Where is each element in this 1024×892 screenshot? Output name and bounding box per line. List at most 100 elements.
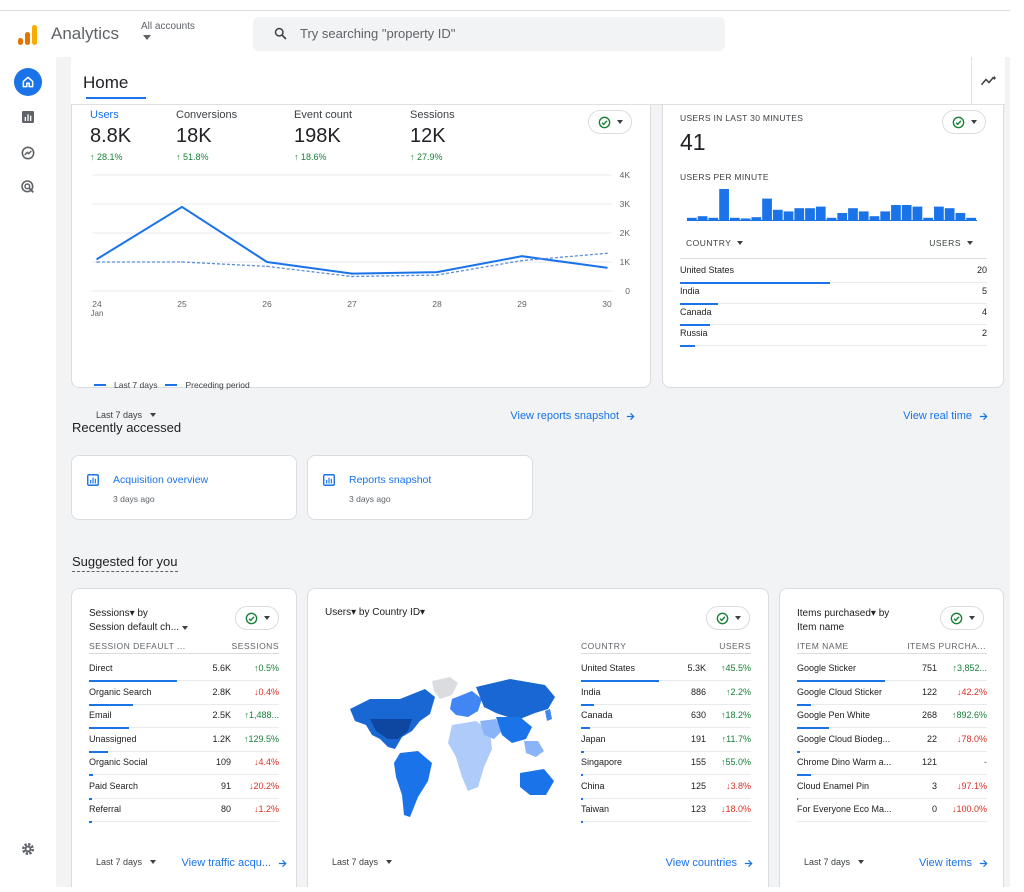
row-value: 191 [690,733,706,744]
link-label: View traffic acqu... [181,857,271,869]
realtime-row[interactable]: India 5 [680,283,987,305]
date-range-label: Last 7 days [96,410,143,420]
link-label: View items [919,857,972,869]
compare-button[interactable] [940,606,984,630]
left-nav-rail [0,57,56,887]
table-row[interactable]: Referral 80 ↓1.2% [89,798,279,823]
table-row[interactable]: United States 5.3K ↑45.5% [581,657,751,682]
minute-bar [912,206,923,221]
country-name: India [680,286,700,296]
minute-bar [848,208,858,221]
compare-button[interactable] [588,110,632,134]
table-row[interactable]: Chrome Dino Warm a... 121 - [797,751,987,776]
share-bar [797,727,829,729]
nav-admin[interactable] [14,835,42,863]
table-row[interactable]: Email 2.5K ↑1,488... [89,704,279,729]
view-traffic-acquisition-link[interactable]: View traffic acqu... [182,857,288,869]
table-row[interactable]: Google Cloud Biodeg... 22 ↓78.0% [797,728,987,753]
nav-home[interactable] [14,68,42,96]
link-label: View countries [665,857,737,869]
view-real-time-link[interactable]: View real time [903,410,989,422]
nav-explore[interactable] [14,139,42,167]
metric-event-count[interactable]: Event count 198K ↑ 18.6% [294,109,352,162]
table-row[interactable]: Organic Search 2.8K ↓0.4% [89,681,279,706]
search-input[interactable]: Try searching "property ID" [300,26,456,41]
account-dropdown-caret-icon[interactable] [143,35,151,40]
compare-button[interactable] [235,606,279,630]
metric-change: ↑ 27.9% [410,152,443,162]
view-countries-link[interactable]: View countries [666,857,754,869]
chevron-down-icon [386,860,393,864]
row-change: ↑45.5% [720,663,751,673]
table-row[interactable]: Direct 5.6K ↑0.5% [89,657,279,682]
data-point [436,274,438,276]
column-header: SESSION DEFAULT ... [89,641,186,651]
nav-reports[interactable] [14,103,42,131]
minute-bar [891,205,901,221]
country-column-header[interactable]: COUNTRY [686,238,744,248]
table-row[interactable]: Organic Social 109 ↓4.4% [89,751,279,776]
data-point [606,252,608,255]
column-label: COUNTRY [686,238,732,248]
table-row[interactable]: Google Cloud Sticker 122 ↓42.2% [797,681,987,706]
card-title[interactable]: Items purchased▾ by Item name [797,607,889,635]
table-row[interactable]: Singapore 155 ↑55.0% [581,751,751,776]
nav-advertising[interactable] [14,173,42,201]
card-title[interactable]: Sessions▾ by Session default ch... [89,607,188,635]
table-row[interactable]: Canada 630 ↑18.2% [581,704,751,729]
share-bar [89,750,109,753]
metric-value: 12K [410,125,446,147]
date-range-selector[interactable]: Last 7 days [96,857,157,867]
table-row[interactable]: Unassigned 1.2K ↑129.5% [89,728,279,753]
metric-conversions[interactable]: Conversions 18K ↑ 51.8% [176,109,237,162]
share-bar [797,797,798,800]
card-title[interactable]: Users▾ by Country ID▾ [325,607,426,618]
table-row[interactable]: Taiwan 123 ↓18.0% [581,798,751,823]
row-value: 630 [690,710,706,720]
users-column-header[interactable]: USERS [929,238,973,248]
table-row[interactable]: China 125 ↓3.8% [581,775,751,800]
table-row[interactable]: India 886 ↑2.2% [581,681,751,706]
chevron-down-icon [858,860,865,864]
search-bar[interactable]: Try searching "property ID" [253,17,725,51]
compare-button[interactable] [706,606,750,630]
row-name: For Everyone Eco Ma... [797,804,892,814]
compare-button[interactable] [942,110,986,134]
realtime-row[interactable]: Canada 4 [680,304,987,326]
share-bar [581,680,659,682]
legend-swatch-current [94,384,106,386]
view-items-link[interactable]: View items [919,857,989,869]
metric-label: Conversions [176,109,238,121]
date-range-selector[interactable]: Last 7 days [804,857,865,867]
report-icon [323,474,335,486]
account-selector[interactable]: All accounts [141,21,195,32]
date-range-selector[interactable]: Last 7 days [332,857,393,867]
share-bar [680,345,695,347]
metric-users[interactable]: Users 8.8K ↑ 28.1% [85,97,147,162]
row-name: Canada [581,710,613,720]
metric-sessions[interactable]: Sessions 12K ↑ 27.9% [410,109,455,162]
table-row[interactable]: For Everyone Eco Ma... 0 ↓100.0% [797,798,987,822]
table-row[interactable]: Google Pen White 268 ↑892.6% [797,704,987,729]
table-divider [680,258,987,259]
recent-item-acquisition-overview[interactable]: Acquisition overview 3 days ago [71,455,297,520]
data-point [521,255,523,257]
table-row[interactable]: Japan 191 ↑11.7% [581,728,751,753]
insights-button[interactable] [971,57,1005,105]
card-title-line: Items purchased▾ by [797,608,890,619]
date-range-selector[interactable]: Last 7 days [96,410,157,420]
per-minute-label: USERS PER MINUTE [680,172,769,182]
map-region-australia [520,769,554,795]
view-reports-snapshot-link[interactable]: View reports snapshot [510,410,636,422]
row-value: 22 [926,733,937,744]
realtime-row[interactable]: Russia 2 [680,325,987,347]
table-row[interactable]: Google Sticker 751 ↑3,852... [797,657,987,682]
table-row[interactable]: Cloud Enamel Pin 3 ↓97.1% [797,775,987,800]
share-bar [581,797,583,800]
analytics-logo-icon[interactable] [18,25,38,45]
card-title-line: Item name [797,622,845,633]
table-row[interactable]: Paid Search 91 ↓20.2% [89,775,279,800]
recent-item-reports-snapshot[interactable]: Reports snapshot 3 days ago [307,455,533,520]
realtime-row[interactable]: United States 20 [680,262,987,284]
minute-bar [966,217,976,221]
